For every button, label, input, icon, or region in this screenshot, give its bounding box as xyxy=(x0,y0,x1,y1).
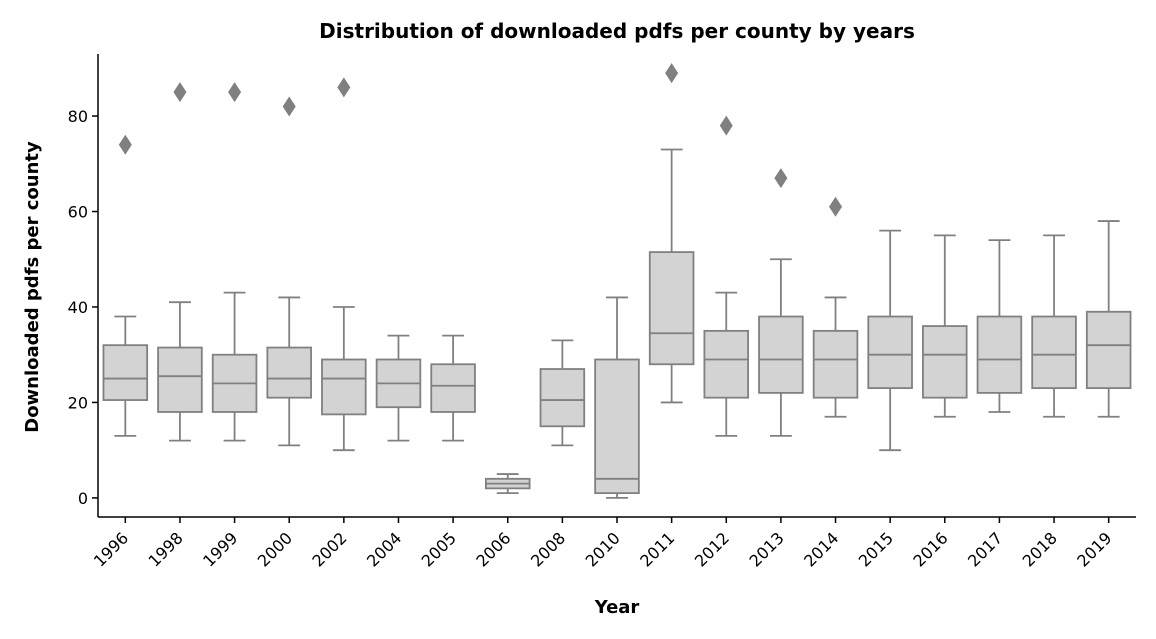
box-group-2000 xyxy=(266,96,312,447)
iqr-box xyxy=(1031,315,1077,390)
box-group-2016 xyxy=(922,234,968,418)
iqr-box xyxy=(102,344,149,401)
iqr-box xyxy=(867,315,913,390)
box-group-2017 xyxy=(976,239,1023,413)
box-group-1998 xyxy=(157,82,203,442)
iqr-box xyxy=(321,358,367,416)
x-tick-label: 1998 xyxy=(145,528,187,570)
y-tick-label: 80 xyxy=(68,107,88,126)
x-tick-label: 2015 xyxy=(855,528,897,570)
x-tick-label: 2005 xyxy=(418,528,460,570)
x-tick-label: 2019 xyxy=(1073,528,1115,570)
iqr-box xyxy=(812,329,859,399)
iqr-box xyxy=(157,346,203,413)
box-group-2011 xyxy=(648,63,695,404)
outlier-point xyxy=(173,82,187,103)
x-tick-label: 2010 xyxy=(582,528,624,570)
x-tick-label: 1996 xyxy=(90,528,132,570)
x-tick-label: 2016 xyxy=(909,528,951,570)
box-group-1996 xyxy=(102,134,149,437)
outlier-point xyxy=(337,77,351,98)
iqr-box xyxy=(648,251,695,366)
box-group-2010 xyxy=(594,296,640,499)
x-tick-label: 2002 xyxy=(308,528,350,570)
box-group-2008 xyxy=(539,339,586,447)
x-tick-label: 2000 xyxy=(254,528,296,570)
box-group-2018 xyxy=(1031,234,1077,418)
box-group-2013 xyxy=(758,168,804,437)
x-tick-label: 2011 xyxy=(636,528,678,570)
box-group-2005 xyxy=(430,334,476,442)
box-group-2002 xyxy=(321,77,367,452)
x-tick-label: 2008 xyxy=(527,528,569,570)
iqr-box xyxy=(976,315,1023,394)
iqr-box xyxy=(266,346,312,399)
x-axis-ticks: 1996 1998 1999 2000 2002 2004 2005 2006 2008 2010… xyxy=(90,517,1116,571)
iqr-box xyxy=(594,358,640,495)
x-tick-label: 2006 xyxy=(472,528,514,570)
iqr-box xyxy=(703,329,750,399)
outlier-point xyxy=(118,134,132,155)
iqr-box xyxy=(922,325,968,399)
iqr-box xyxy=(1085,310,1132,390)
chart-title: Distribution of downloaded pdfs per coun… xyxy=(319,19,915,43)
box-group-2012 xyxy=(703,115,750,437)
outlier-point xyxy=(774,168,788,189)
y-tick-label: 40 xyxy=(68,298,88,317)
box-group-2014 xyxy=(812,196,859,418)
box-group-2015 xyxy=(867,229,913,452)
box-group-2006 xyxy=(484,473,531,495)
outlier-point xyxy=(829,196,843,217)
x-tick-label: 2012 xyxy=(691,528,733,570)
x-tick-label: 2013 xyxy=(745,528,787,570)
iqr-box xyxy=(758,315,804,394)
outlier-point xyxy=(228,82,242,103)
x-axis-label: Year xyxy=(594,597,640,618)
iqr-box xyxy=(539,368,586,428)
x-tick-label: 2014 xyxy=(800,528,842,570)
iqr-box xyxy=(430,363,476,413)
x-tick-label: 2017 xyxy=(964,528,1006,570)
outlier-point xyxy=(719,115,733,136)
box-group-2004 xyxy=(375,334,422,442)
outlier-point xyxy=(665,63,679,84)
y-tick-label: 60 xyxy=(68,203,88,222)
box-group-2019 xyxy=(1085,220,1132,418)
y-tick-label: 0 xyxy=(78,489,88,508)
y-axis-label: Downloaded pdfs per county xyxy=(22,141,43,433)
y-axis-ticks: 0 20 40 60 80 xyxy=(68,107,98,508)
x-tick-label: 2004 xyxy=(363,528,405,570)
plot-area xyxy=(102,63,1132,499)
outlier-point xyxy=(282,96,296,117)
y-tick-label: 20 xyxy=(68,393,88,412)
box-group-1999 xyxy=(211,82,258,442)
x-tick-label: 1999 xyxy=(199,528,241,570)
x-tick-label: 2018 xyxy=(1019,528,1061,570)
